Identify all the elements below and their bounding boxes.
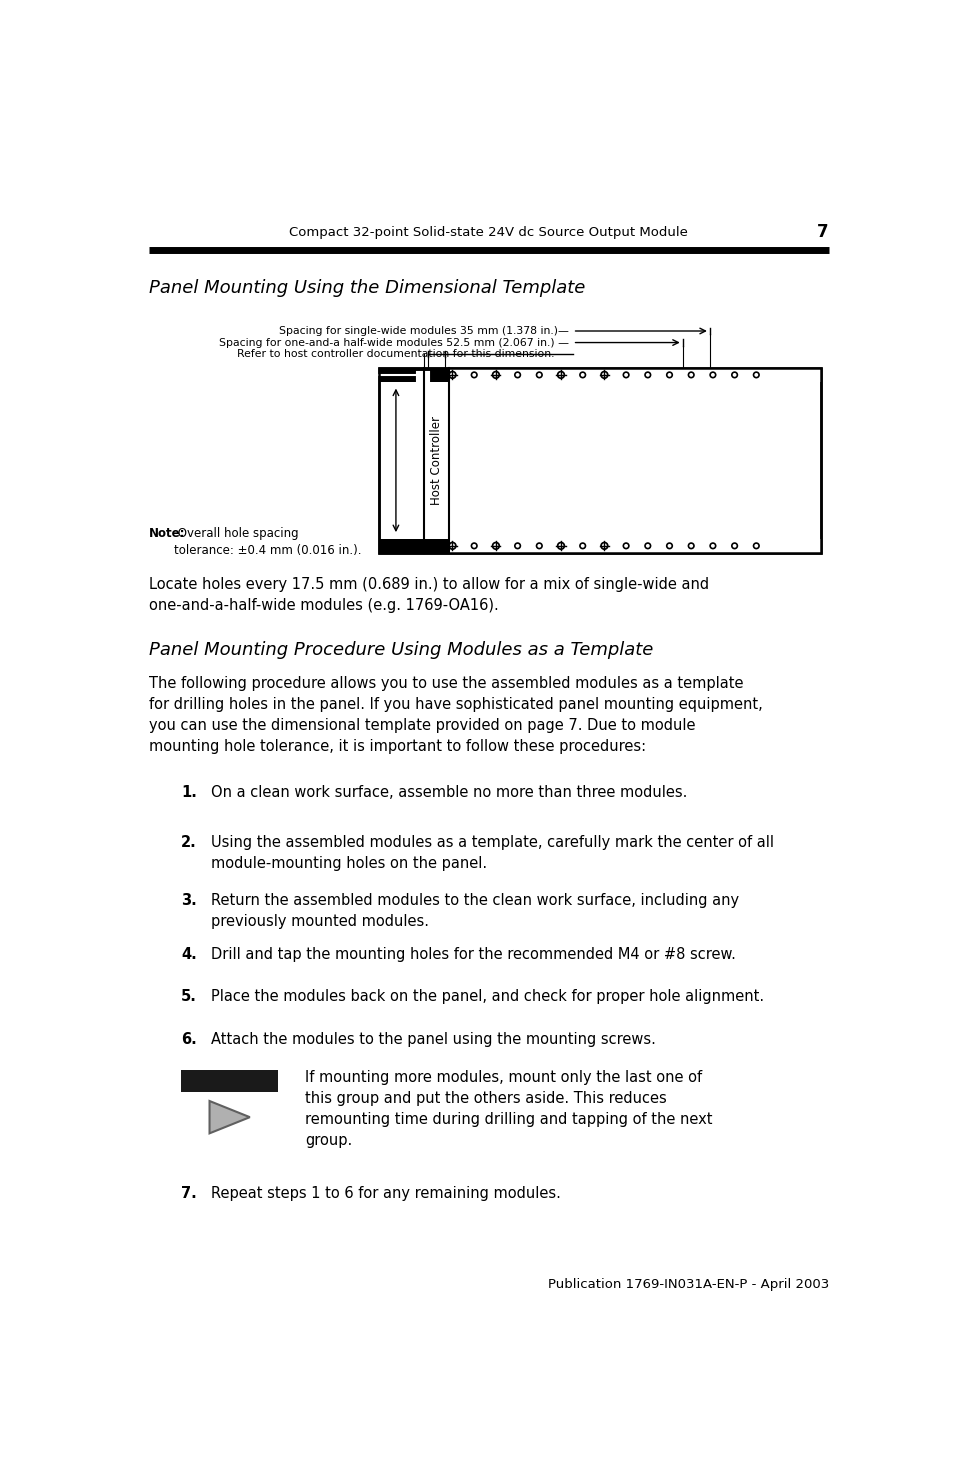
Text: Using the assembled modules as a template, carefully mark the center of all
modu: Using the assembled modules as a templat… — [211, 835, 773, 872]
Text: 4.: 4. — [181, 947, 196, 962]
Polygon shape — [210, 1100, 250, 1133]
Bar — [448, 367, 820, 382]
Text: Repeat steps 1 to 6 for any remaining modules.: Repeat steps 1 to 6 for any remaining mo… — [211, 1186, 560, 1201]
Text: 5.: 5. — [181, 990, 196, 1004]
Text: Publication 1769-IN031A-EN-P - April 2003: Publication 1769-IN031A-EN-P - April 200… — [547, 1279, 828, 1291]
Text: On a clean work surface, assemble no more than three modules.: On a clean work surface, assemble no mor… — [211, 785, 686, 801]
Text: Place the modules back on the panel, and check for proper hole alignment.: Place the modules back on the panel, and… — [211, 990, 763, 1004]
Bar — [378, 538, 820, 553]
Circle shape — [449, 543, 456, 549]
Bar — [181, 1071, 278, 1092]
Text: 6.: 6. — [181, 1031, 196, 1047]
Circle shape — [558, 544, 562, 547]
Text: Return the assembled modules to the clean work surface, including any
previously: Return the assembled modules to the clea… — [211, 892, 738, 929]
Text: 3.: 3. — [181, 892, 196, 909]
Circle shape — [602, 544, 605, 547]
Text: Drill and tap the mounting holes for the recommended M4 or #8 screw.: Drill and tap the mounting holes for the… — [211, 947, 735, 962]
Circle shape — [600, 372, 607, 379]
Circle shape — [602, 373, 605, 376]
Text: Spacing for one-and-a half-wide modules 52.5 mm (2.067 in.) —: Spacing for one-and-a half-wide modules … — [218, 338, 568, 348]
Circle shape — [492, 543, 499, 549]
Circle shape — [492, 372, 499, 379]
Text: The following procedure allows you to use the assembled modules as a template
fo: The following procedure allows you to us… — [149, 676, 761, 754]
Circle shape — [558, 373, 562, 376]
Text: Locate holes every 17.5 mm (0.689 in.) to allow for a mix of single-wide and
one: Locate holes every 17.5 mm (0.689 in.) t… — [149, 577, 708, 614]
Text: Host Controller: Host Controller — [429, 416, 442, 504]
Text: TIP: TIP — [216, 1074, 243, 1089]
Circle shape — [494, 373, 497, 376]
Text: If mounting more modules, mount only the last one of
this group and put the othe: If mounting more modules, mount only the… — [305, 1071, 712, 1148]
Bar — [378, 367, 820, 553]
Bar — [378, 367, 820, 553]
Text: 7.: 7. — [181, 1186, 196, 1201]
Text: 7: 7 — [816, 223, 827, 242]
Bar — [448, 538, 820, 553]
Circle shape — [557, 372, 564, 379]
Text: Note:: Note: — [149, 528, 185, 540]
Bar — [378, 367, 820, 382]
Circle shape — [449, 372, 456, 379]
Text: Compact 32-point Solid-state 24V dc Source Output Module: Compact 32-point Solid-state 24V dc Sour… — [289, 226, 688, 239]
Circle shape — [557, 543, 564, 549]
Text: 2.: 2. — [181, 835, 196, 851]
Text: Attach the modules to the panel using the mounting screws.: Attach the modules to the panel using th… — [211, 1031, 655, 1047]
Circle shape — [450, 373, 454, 376]
Circle shape — [450, 544, 454, 547]
Text: Panel Mounting Using the Dimensional Template: Panel Mounting Using the Dimensional Tem… — [149, 279, 584, 298]
Text: 1.: 1. — [181, 785, 196, 801]
Text: Panel Mounting Procedure Using Modules as a Template: Panel Mounting Procedure Using Modules a… — [149, 640, 653, 658]
Text: Refer to host controller documentation for this dimension. —: Refer to host controller documentation f… — [236, 350, 568, 358]
Text: Spacing for single-wide modules 35 mm (1.378 in.)—: Spacing for single-wide modules 35 mm (1… — [278, 326, 568, 336]
Text: Overall hole spacing
tolerance: ±0.4 mm (0.016 in.).: Overall hole spacing tolerance: ±0.4 mm … — [174, 528, 361, 558]
Circle shape — [600, 543, 607, 549]
Circle shape — [494, 544, 497, 547]
